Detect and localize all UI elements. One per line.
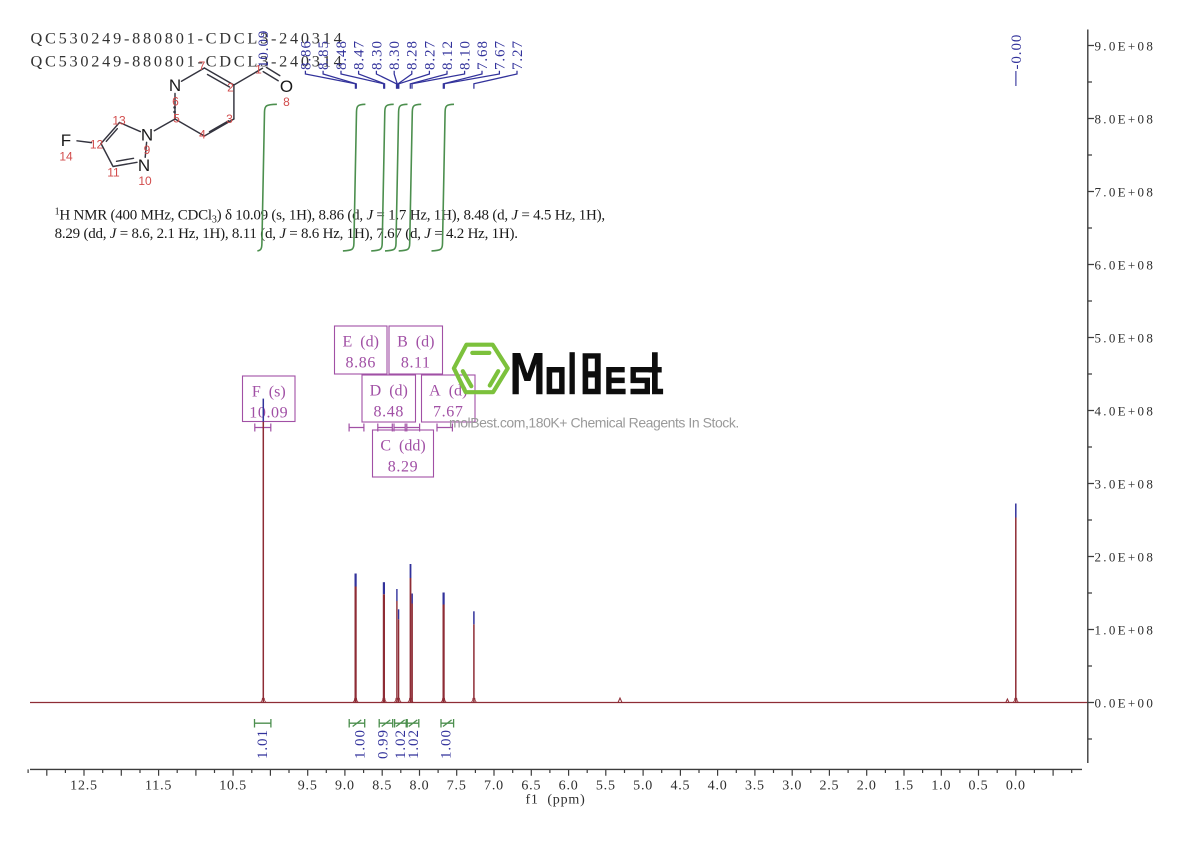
svg-text:0.99: 0.99: [376, 729, 392, 759]
svg-text:2: 2: [227, 81, 234, 95]
svg-text:F: F: [61, 131, 71, 150]
svg-text:8.28: 8.28: [405, 40, 421, 70]
svg-text:6.5: 6.5: [521, 779, 541, 794]
svg-text:1.0E+08: 1.0E+08: [1095, 622, 1156, 637]
svg-text:B (d): B (d): [397, 334, 434, 351]
svg-text:7: 7: [199, 59, 206, 73]
svg-text:2.0E+08: 2.0E+08: [1095, 549, 1156, 564]
svg-text:7.5: 7.5: [447, 779, 467, 794]
svg-text:8.0E+08: 8.0E+08: [1095, 111, 1156, 126]
svg-text:D (d): D (d): [370, 383, 408, 400]
svg-text:N: N: [169, 76, 181, 95]
svg-text:9.5: 9.5: [298, 779, 318, 794]
svg-text:2.0: 2.0: [857, 779, 877, 794]
svg-text:8.86: 8.86: [298, 40, 314, 70]
svg-text:12: 12: [90, 138, 104, 152]
svg-text:10: 10: [138, 174, 152, 188]
svg-text:f1 (ppm): f1 (ppm): [525, 793, 585, 808]
svg-text:10.09: 10.09: [256, 30, 272, 68]
svg-text:10.09: 10.09: [249, 405, 288, 422]
svg-text:11: 11: [107, 166, 120, 180]
svg-text:8: 8: [283, 95, 290, 109]
svg-text:N: N: [138, 156, 150, 175]
svg-text:8.86: 8.86: [346, 355, 376, 372]
svg-text:7.0: 7.0: [484, 779, 504, 794]
svg-text:1.00: 1.00: [438, 729, 454, 759]
svg-text:8.30: 8.30: [387, 40, 403, 70]
svg-text:QC530249-880801-CDCL3-240314: QC530249-880801-CDCL3-240314: [31, 29, 345, 48]
svg-text:4.5: 4.5: [670, 779, 690, 794]
svg-text:7.67: 7.67: [433, 404, 463, 421]
svg-text:O: O: [280, 77, 293, 96]
svg-text:7.67: 7.67: [492, 40, 508, 70]
svg-text:7.0E+08: 7.0E+08: [1095, 184, 1156, 199]
svg-text:8.47: 8.47: [352, 40, 368, 70]
svg-text:8.29: 8.29: [388, 459, 418, 476]
svg-text:A (d): A (d): [429, 383, 467, 400]
svg-text:5: 5: [173, 112, 180, 126]
svg-text:6: 6: [172, 95, 179, 109]
svg-text:3.0: 3.0: [782, 779, 802, 794]
svg-text:-0.00: -0.00: [1009, 34, 1025, 70]
svg-text:8.5: 8.5: [372, 779, 392, 794]
svg-text:13: 13: [112, 114, 126, 128]
svg-text:12.5: 12.5: [70, 779, 98, 794]
svg-text:4: 4: [199, 128, 206, 142]
svg-text:1.0: 1.0: [931, 779, 951, 794]
svg-text:N: N: [141, 125, 153, 144]
svg-text:6.0E+08: 6.0E+08: [1095, 257, 1156, 272]
svg-text:5.0: 5.0: [633, 779, 653, 794]
svg-text:8.48: 8.48: [334, 40, 350, 70]
svg-text:9.0: 9.0: [335, 779, 355, 794]
svg-text:6.0: 6.0: [559, 779, 579, 794]
svg-text:F (s): F (s): [252, 384, 286, 401]
svg-text:0.0E+00: 0.0E+00: [1095, 695, 1156, 710]
svg-text:11.5: 11.5: [145, 779, 172, 794]
svg-text:1: 1: [255, 63, 262, 77]
svg-text:4.0E+08: 4.0E+08: [1095, 403, 1156, 418]
svg-text:8.12: 8.12: [440, 40, 456, 70]
svg-text:7.27: 7.27: [510, 40, 526, 70]
svg-text:molBest.com,180K+ Chemical Rea: molBest.com,180K+ Chemical Reagents In S…: [449, 415, 739, 431]
svg-text:9: 9: [144, 143, 151, 157]
svg-text:C (dd): C (dd): [380, 438, 425, 455]
svg-text:3.5: 3.5: [745, 779, 765, 794]
svg-text:2.5: 2.5: [819, 779, 839, 794]
svg-text:1.5: 1.5: [894, 779, 914, 794]
svg-text:5.5: 5.5: [596, 779, 616, 794]
svg-text:1.02: 1.02: [393, 729, 409, 759]
svg-text:14: 14: [59, 150, 73, 164]
svg-text:7.68: 7.68: [475, 40, 491, 70]
svg-text:8.29 (dd, J = 8.6, 2.1 Hz, 1H): 8.29 (dd, J = 8.6, 2.1 Hz, 1H), 8.11 (d,…: [55, 226, 518, 242]
svg-text:8.11: 8.11: [401, 355, 431, 372]
svg-text:9.0E+08: 9.0E+08: [1095, 38, 1156, 53]
svg-text:8.27: 8.27: [422, 40, 438, 70]
svg-text:0.5: 0.5: [969, 779, 989, 794]
svg-text:1H NMR (400 MHz, CDCl3) δ 10.0: 1H NMR (400 MHz, CDCl3) δ 10.09 (s, 1H),…: [55, 207, 605, 226]
svg-text:5.0E+08: 5.0E+08: [1095, 330, 1156, 345]
svg-text:8.10: 8.10: [458, 40, 474, 70]
svg-text:8.85: 8.85: [316, 40, 332, 70]
svg-text:1.00: 1.00: [352, 729, 368, 759]
svg-text:1.02: 1.02: [406, 729, 422, 759]
svg-text:E (d): E (d): [343, 334, 379, 351]
svg-text:8.30: 8.30: [369, 40, 385, 70]
svg-text:QC530249-880801-CDCL3-240314: QC530249-880801-CDCL3-240314: [31, 51, 345, 70]
svg-text:8.48: 8.48: [374, 404, 404, 421]
svg-text:10.5: 10.5: [219, 779, 247, 794]
svg-text:1.01: 1.01: [255, 729, 271, 759]
svg-text:0.0: 0.0: [1006, 779, 1026, 794]
svg-text:4.0: 4.0: [708, 779, 728, 794]
svg-text:8.0: 8.0: [410, 779, 430, 794]
svg-text:3.0E+08: 3.0E+08: [1095, 476, 1156, 491]
svg-text:3: 3: [226, 112, 233, 126]
